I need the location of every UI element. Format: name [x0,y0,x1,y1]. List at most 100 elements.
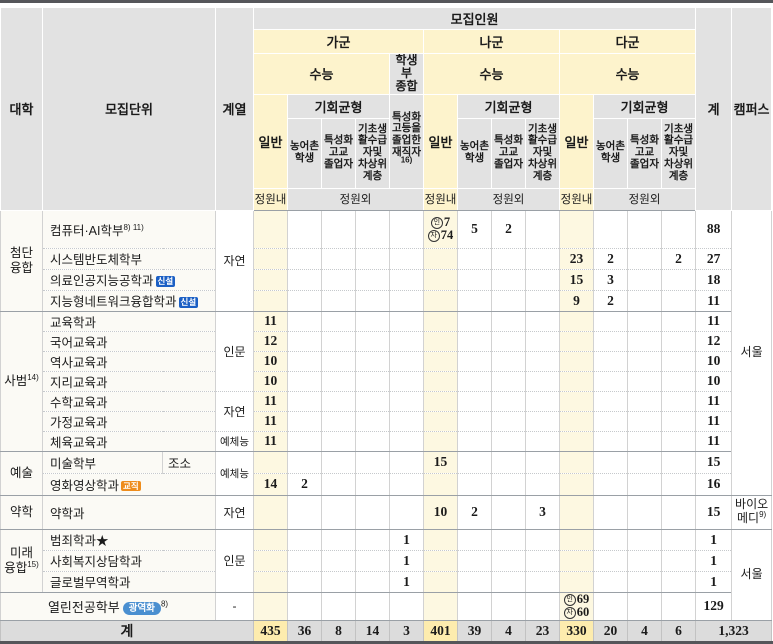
col-header-university: 대학 [0,7,43,211]
table-row: 미래 융합15) 범죄학과★ 인문 1 1 서울 [0,529,773,621]
unit-history-edu: 역사교육과 [42,351,216,372]
total-na-lowincome: 23 [525,619,560,642]
cell-ga-general: 10 [253,351,288,372]
cell-row-total: 11 [695,391,733,412]
header-da-quota-in: 정원내 [559,187,594,211]
cell-ga-general: 11 [253,411,288,432]
table-row: 체육교육과 예체능 11 11 [1,431,772,452]
header-ga-quota-in: 정원내 [253,187,288,211]
cell-da-rural: 2 [593,248,628,270]
circled-inmun: 인 [563,593,576,606]
cell-na-vocational: 2 [491,210,526,249]
header-ga-vocational: 특성화 고교 졸업자 [321,117,356,189]
header-na-equal-opportunity: 기회균형 [457,93,560,119]
new-badge: 신설 [178,297,199,308]
cell-row-total: 18 [695,269,733,291]
total-ga-vocational: 8 [321,619,356,642]
cell-ga-worker: 1 [389,550,424,572]
table-row: 지능형네트워크융합학과 신설 9 2 11 [1,290,772,312]
cell-na-general: 15 [423,451,458,474]
unit-fine-art-sub: 조소 [162,451,216,474]
total-na-rural: 39 [457,619,492,642]
dept-mirae: 미래 융합15) [0,529,43,593]
col-header-sum: 계 [695,7,733,211]
footnote-ref: 8) [160,599,169,609]
table-row: 약학 약학과 자연 10 2 3 15 바이오 메디9) [0,495,773,530]
cell-da-rural: 2 [593,290,628,312]
cell-ga-rural: 2 [287,473,322,496]
cell-da-general: 9 [559,290,594,312]
table-row: 국어교육과 12 12 [1,331,772,352]
table-row: 역사교육과 10 10 [1,351,772,372]
unit-social-welfare: 사회복지상담학과 [42,550,216,572]
unit-korean-edu: 국어교육과 [42,331,216,352]
header-ga-csat: 수능 [253,53,390,95]
cell-da-general: 15 [559,269,594,291]
table-row: 가정교육과 11 11 [1,411,772,432]
cell-da-lowincome: 2 [660,248,697,270]
unit-education: 교육학과 [42,311,216,332]
track-yecheneung: 예체능 [215,451,254,496]
cell-na-lowincome: 3 [525,495,560,530]
campus-seoul: 서울 [731,210,773,496]
cell-ga-general: 11 [253,391,288,412]
totals-row: 계 435 36 8 14 3 401 39 4 23 330 20 4 6 1… [0,619,773,642]
cell-row-total: 15 [695,495,733,530]
total-ga-general: 435 [253,619,288,642]
unit-pe-edu: 체육교육과 [42,431,216,452]
col-header-unit: 모집단위 [42,7,216,211]
total-da-lowincome: 6 [660,619,697,642]
unit-global-trade: 글로벌무역학과 [42,571,216,593]
cell-row-total: 1 [695,571,733,593]
track-inmun: 인문 [215,311,254,392]
header-da-general: 일반 [559,93,594,189]
header-da-csat: 수능 [558,53,697,95]
header-da-quota-out: 정원외 [592,187,697,211]
unit-film: 영화영상학과 교직 [42,473,216,496]
unit-pharmacy: 약학과 [42,495,216,530]
cell-row-total: 10 [695,351,733,372]
header-ga-equal-opportunity: 기회균형 [287,93,390,119]
header-da-vocational: 특성화 고교 졸업자 [627,117,662,189]
header-da-lowincome: 기초생 활수급 자및 차상위 계층 [660,117,697,189]
cell-row-total: 11 [695,431,733,452]
header-na-quota-out: 정원외 [457,187,560,211]
cell-row-total: 11 [695,311,733,332]
table-row: 영화영상학과 교직 14 2 16 [1,473,772,496]
footnote-ref: 15) [27,559,39,569]
dept-yesul: 예술 [0,451,43,496]
cell-row-total: 15 [695,451,733,474]
cell-ga-general: 11 [253,311,288,332]
grand-total: 1,323 [695,619,773,642]
track-yecheneung: 예체능 [215,431,254,452]
campus-seoul: 서울 [731,529,773,621]
header-na-general: 일반 [423,93,458,189]
split-values: 인 69 자 60 [561,593,593,619]
regional-badge: 광역화 [122,601,161,616]
footnote-ref: 14) [27,372,39,382]
cell-da-general: 인 69 자 60 [559,592,594,621]
total-ga-worker: 3 [389,619,424,642]
cell-ga-general: 11 [253,431,288,452]
footnote-ref: 16) [400,155,413,165]
circled-inmun: 인 [430,216,443,229]
header-ga-record: 학생부 종합 [389,53,424,95]
header-na-lowincome: 기초생 활수급 자및 차상위 계층 [525,117,560,189]
cell-row-total: 129 [695,592,733,621]
table-row: 시스템반도체학부 23 2 2 27 [1,248,772,270]
total-da-general: 330 [559,619,594,642]
cell-row-total: 1 [695,529,733,551]
track-jayeon: 자연 [215,391,254,432]
cell-na-rural: 5 [457,210,492,249]
header-ga-quota-out: 정원외 [287,187,424,211]
unit-geography-edu: 지리교육과 [42,371,216,392]
table-row: 사회복지상담학과 1 1 [1,550,772,572]
total-na-general: 401 [423,619,458,642]
unit-fine-art: 미술학부 [42,451,163,474]
campus-biomedi: 바이오 메디9) [731,495,773,530]
header-da-rural: 농어촌 학생 [593,117,628,189]
table-row: 사범14) 교육학과 인문 11 11 [0,311,772,452]
